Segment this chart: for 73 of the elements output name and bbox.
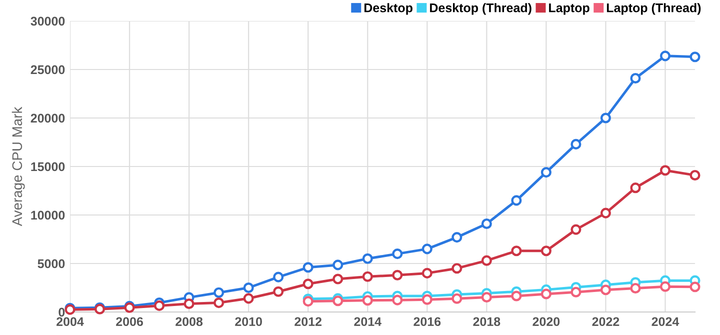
point	[184, 298, 194, 310]
x-tick-label: 2016	[414, 317, 441, 326]
point	[392, 294, 403, 306]
point	[511, 195, 522, 206]
point	[452, 263, 462, 274]
legend-label: Desktop	[364, 3, 412, 15]
legend-label: Desktop (Thread)	[430, 3, 532, 15]
point	[332, 274, 344, 284]
legend-label: Laptop	[549, 4, 590, 15]
point	[540, 246, 552, 256]
point	[362, 271, 373, 282]
point	[362, 253, 373, 264]
x-tick-label: 2014	[354, 317, 382, 326]
y-tick-label: 30000	[30, 16, 65, 26]
y-tick-label: 25000	[30, 65, 65, 74]
y-tick-label: 0	[58, 308, 65, 317]
point	[452, 232, 462, 243]
point	[690, 170, 700, 181]
y-axis-title: Average CPU Mark	[12, 106, 25, 226]
point	[660, 165, 671, 176]
x-tick-label: 2018	[473, 317, 500, 326]
point	[214, 287, 224, 298]
point	[362, 295, 373, 306]
point	[481, 255, 492, 266]
point	[570, 286, 582, 298]
point	[660, 281, 671, 292]
point	[332, 296, 344, 306]
point	[302, 296, 314, 307]
point	[630, 182, 641, 194]
x-tick-label: 2020	[532, 317, 560, 326]
legend-label: Laptop (Thread)	[606, 3, 701, 15]
x-tick-label: 2010	[235, 317, 262, 326]
point	[392, 270, 403, 280]
point	[214, 298, 224, 308]
point	[600, 284, 611, 296]
x-tick-label: 2022	[592, 317, 620, 326]
point	[154, 300, 165, 311]
point	[481, 292, 492, 303]
point	[273, 286, 284, 297]
point	[302, 278, 314, 290]
point	[481, 218, 492, 230]
x-tick-label: 2008	[176, 317, 203, 326]
point	[243, 282, 254, 294]
point	[600, 208, 611, 218]
point	[273, 272, 284, 282]
point	[452, 293, 462, 304]
y-tick-label: 20000	[30, 114, 65, 123]
y-tick-label: 15000	[31, 162, 65, 172]
point	[392, 248, 403, 260]
point	[302, 262, 314, 273]
point	[422, 244, 432, 254]
point	[600, 112, 611, 124]
point	[332, 260, 344, 270]
x-tick-label: 2012	[294, 317, 322, 326]
y-tick-label: 5000	[38, 259, 65, 268]
y-tick-label: 10000	[31, 210, 65, 220]
point	[540, 167, 552, 178]
point	[540, 288, 552, 300]
point	[422, 294, 432, 305]
point	[630, 72, 641, 84]
point	[630, 282, 641, 294]
x-tick-label: 2006	[116, 317, 143, 326]
point	[690, 52, 700, 62]
point	[243, 293, 254, 304]
point	[511, 290, 522, 302]
point	[690, 282, 700, 292]
x-tick-label: 2004	[56, 317, 84, 326]
point	[570, 138, 582, 150]
point	[422, 268, 432, 278]
point	[570, 224, 582, 235]
x-tick-label: 2024	[652, 317, 680, 326]
point	[511, 246, 522, 256]
point	[660, 50, 671, 62]
